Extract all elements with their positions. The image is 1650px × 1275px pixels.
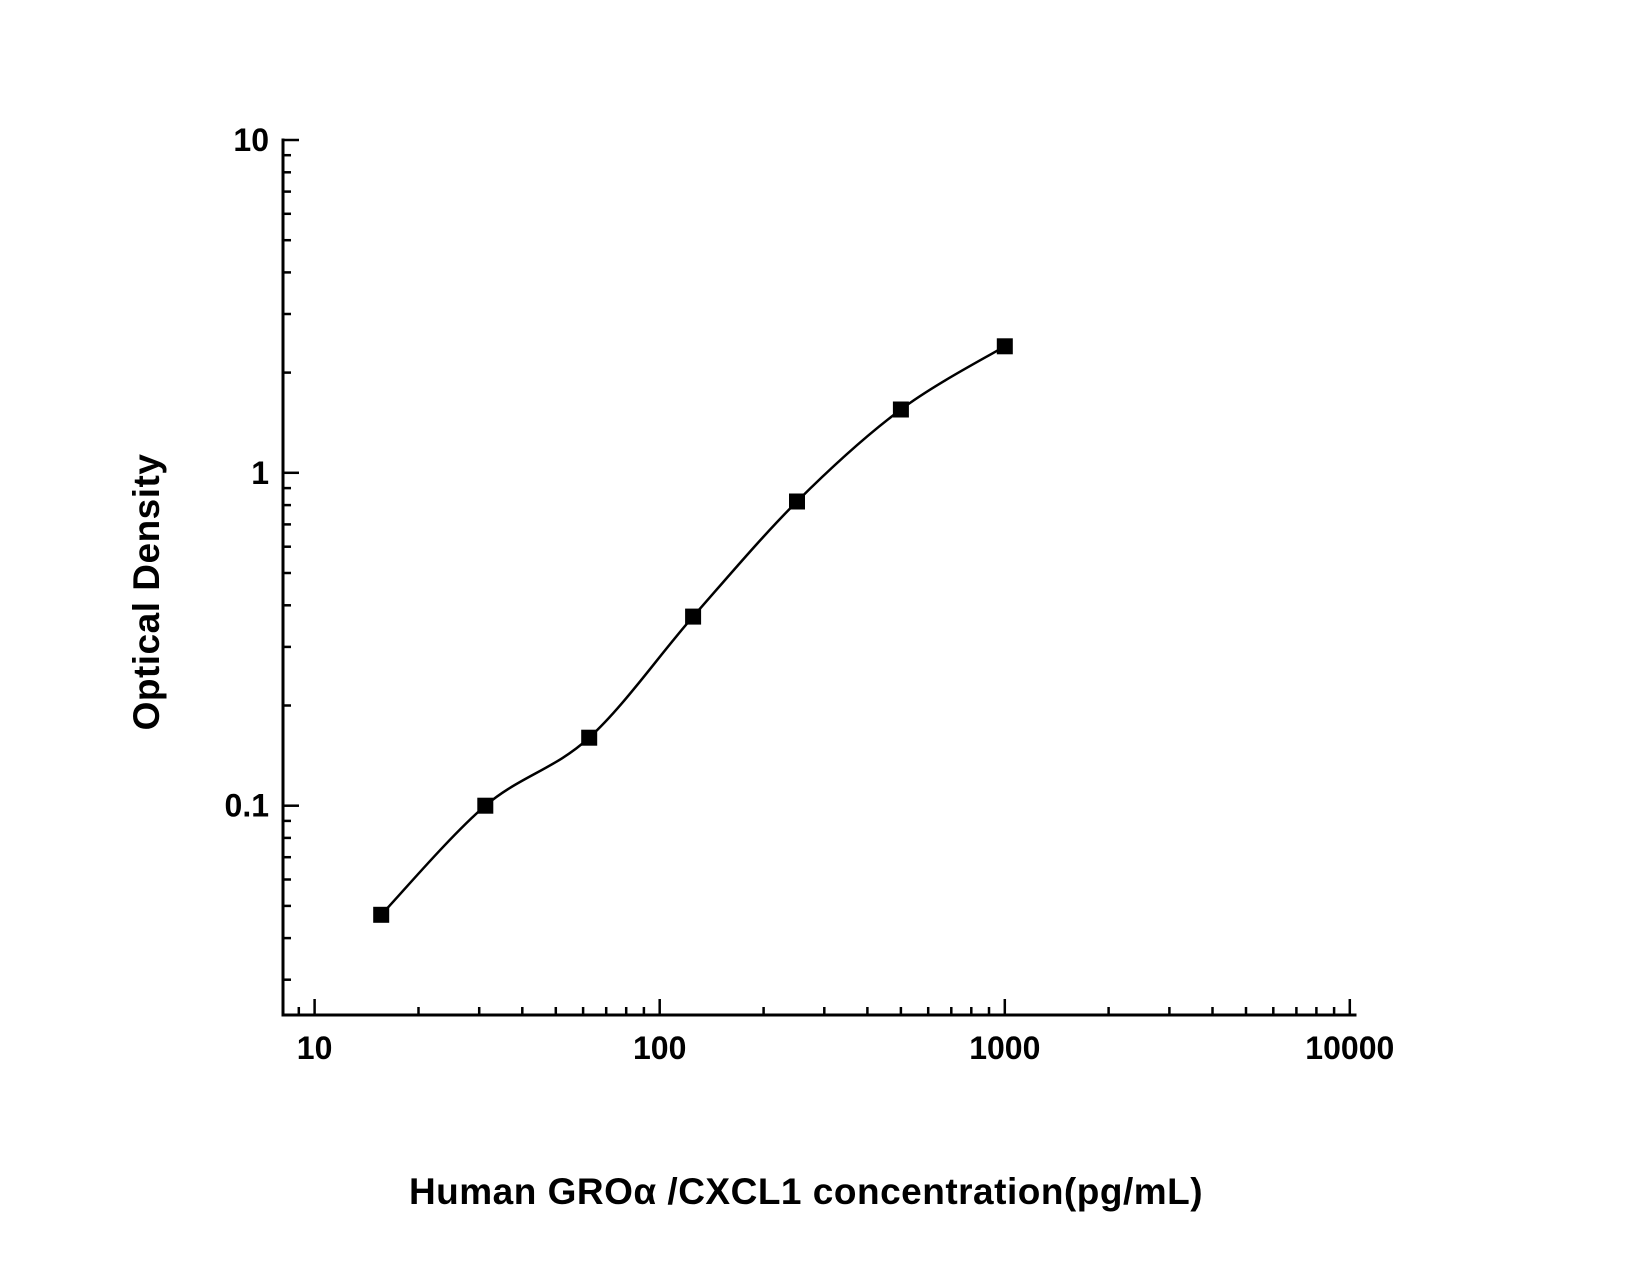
y-tick-labels: 0.1 1 10	[225, 122, 269, 824]
data-points	[373, 338, 1013, 923]
y-tick-label: 10	[233, 122, 269, 158]
x-tick-label: 10000	[1305, 1030, 1394, 1066]
fit-curve	[380, 345, 1006, 916]
y-tick-label: 0.1	[225, 788, 269, 824]
y-tick-label: 1	[251, 455, 269, 491]
data-point-marker	[685, 608, 702, 625]
y-axis-title: Optical Density	[126, 453, 167, 731]
data-point-marker	[581, 729, 598, 746]
data-point-marker	[892, 401, 909, 418]
x-tick-label: 100	[633, 1030, 686, 1066]
data-point-marker	[996, 338, 1013, 355]
axes	[281, 138, 1357, 1017]
x-tick-label: 1000	[969, 1030, 1040, 1066]
data-point-marker	[477, 797, 494, 814]
data-point-marker	[373, 906, 390, 923]
x-tick-label: 10	[297, 1030, 333, 1066]
x-axis-title: Human GROα /CXCL1 concentration(pg/mL)	[408, 1171, 1204, 1212]
x-tick-labels: 10 100 1000 10000	[297, 1030, 1394, 1066]
data-point-marker	[789, 493, 805, 510]
tick-marks	[283, 138, 1352, 1015]
